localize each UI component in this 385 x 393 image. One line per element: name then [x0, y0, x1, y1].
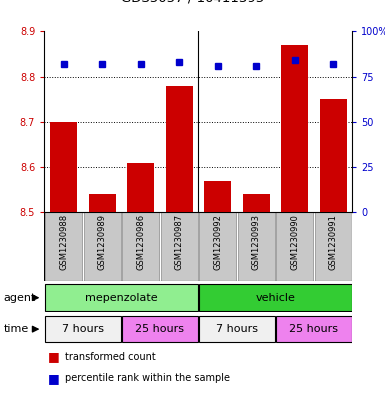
Text: GSM1230991: GSM1230991 [328, 214, 338, 270]
Bar [238, 212, 275, 281]
Bar [122, 316, 198, 342]
Text: GSM1230993: GSM1230993 [251, 214, 261, 270]
Text: GSM1230988: GSM1230988 [59, 214, 68, 270]
Bar [276, 316, 352, 342]
Bar [45, 285, 198, 311]
Bar [45, 212, 82, 281]
Bar [122, 212, 159, 281]
Text: percentile rank within the sample: percentile rank within the sample [65, 373, 231, 383]
Text: GSM1230990: GSM1230990 [290, 214, 299, 270]
Bar [320, 99, 347, 212]
Bar [45, 316, 121, 342]
Text: GSM1230992: GSM1230992 [213, 214, 222, 270]
Text: 7 hours: 7 hours [62, 324, 104, 334]
Text: GSM1230986: GSM1230986 [136, 214, 145, 270]
Bar [89, 194, 115, 212]
Bar [243, 194, 270, 212]
Text: vehicle: vehicle [255, 293, 295, 303]
Bar [204, 180, 231, 212]
Text: ■: ■ [48, 372, 64, 385]
Bar [50, 122, 77, 212]
Bar [161, 212, 198, 281]
Text: transformed count: transformed count [65, 352, 156, 362]
Text: ■: ■ [48, 350, 64, 363]
Bar [84, 212, 121, 281]
Bar [199, 212, 236, 281]
Bar [315, 212, 352, 281]
Bar [276, 212, 313, 281]
Text: GDS5057 / 10411395: GDS5057 / 10411395 [121, 0, 264, 4]
Bar [127, 163, 154, 212]
Bar [166, 86, 192, 212]
Bar [199, 285, 352, 311]
Text: 7 hours: 7 hours [216, 324, 258, 334]
Text: 25 hours: 25 hours [135, 324, 184, 334]
Bar [281, 45, 308, 212]
Text: agent: agent [4, 293, 36, 303]
Text: GSM1230989: GSM1230989 [97, 214, 107, 270]
Text: mepenzolate: mepenzolate [85, 293, 157, 303]
Text: 25 hours: 25 hours [289, 324, 338, 334]
Text: GSM1230987: GSM1230987 [174, 214, 184, 270]
Bar [199, 316, 275, 342]
Text: time: time [4, 324, 29, 334]
